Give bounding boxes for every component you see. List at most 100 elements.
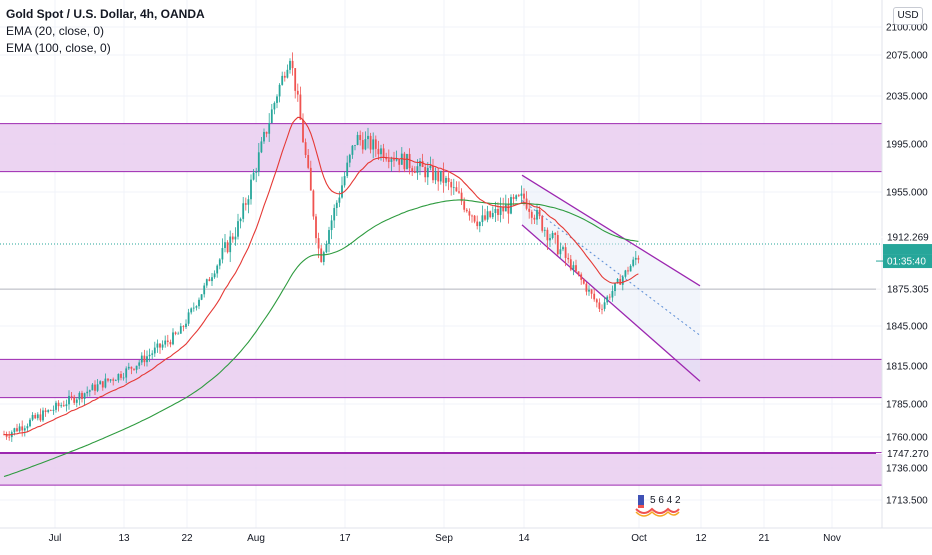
candle-body — [125, 368, 128, 378]
time-tick-label: 21 — [758, 533, 770, 544]
time-tick-label: 14 — [518, 533, 530, 544]
candle-body — [73, 396, 76, 403]
candle-body — [564, 247, 567, 258]
candle-body — [120, 373, 122, 378]
candle-body — [265, 131, 268, 134]
candle-body — [60, 405, 63, 407]
candle-body — [468, 211, 471, 216]
candle-body — [146, 356, 148, 363]
candle-body — [367, 135, 369, 140]
candle-body — [359, 134, 362, 141]
candle-body — [621, 276, 624, 285]
candle-body — [135, 365, 138, 370]
ema-100-line — [3, 199, 639, 478]
candle-body — [619, 278, 622, 285]
candle-body — [294, 68, 297, 91]
candle-body — [614, 282, 616, 292]
candle-body — [512, 197, 515, 199]
candle-body — [114, 380, 117, 382]
candle-body — [364, 139, 367, 150]
candle-body — [13, 428, 16, 433]
candle-body — [403, 153, 406, 170]
candle-body — [515, 195, 518, 199]
candle-body — [195, 306, 198, 308]
candle-body — [52, 409, 55, 411]
candle-body — [18, 426, 21, 432]
candle-body — [458, 191, 460, 193]
candle-body — [559, 249, 562, 255]
level-a-tag-bg — [883, 282, 932, 297]
candle-body — [551, 232, 554, 239]
time-tick-label: Oct — [631, 533, 647, 544]
candle-body — [169, 341, 172, 345]
candle-body — [499, 206, 502, 215]
candle-body — [268, 122, 271, 134]
candle-body — [218, 259, 221, 266]
zone-2 — [0, 452, 882, 486]
candle-body — [94, 384, 96, 391]
candle-body — [177, 333, 180, 335]
candle-body — [567, 257, 570, 260]
candle-body — [543, 229, 546, 231]
candle-body — [528, 208, 531, 212]
candle-body — [86, 391, 89, 394]
candle-body — [575, 265, 577, 272]
event-badge[interactable]: 5 6 4 2 — [633, 493, 681, 519]
candle-body — [281, 75, 284, 85]
candle-body — [244, 203, 247, 205]
current-price-tag-bg — [883, 230, 932, 245]
candle-body — [16, 428, 18, 432]
candle-body — [68, 395, 70, 405]
candle-body — [65, 404, 68, 407]
candle-body — [465, 209, 468, 212]
candle-body — [463, 201, 466, 210]
candle-body — [302, 119, 304, 143]
candle-body — [494, 209, 497, 214]
countdown-tag-bg — [883, 254, 932, 269]
candle-body — [489, 211, 492, 218]
candle-body — [541, 216, 544, 231]
candle-body — [211, 277, 213, 282]
candle-body — [205, 279, 208, 286]
candle-body — [289, 60, 291, 70]
candle-body — [156, 343, 159, 348]
candle-body — [333, 208, 336, 221]
price-tick-label: 1955.000 — [886, 188, 928, 199]
currency-button[interactable]: USD — [893, 7, 923, 25]
time-tick-label: Sep — [435, 533, 453, 544]
candle-body — [39, 414, 42, 421]
candle-body — [325, 243, 328, 253]
channel-lower — [521, 224, 701, 382]
candle-body — [127, 366, 130, 369]
current-price-marker — [883, 244, 932, 255]
candle-body — [569, 259, 572, 270]
candle-body — [637, 257, 640, 260]
candle-body — [502, 206, 505, 212]
candle-body — [424, 167, 427, 178]
candle-body — [5, 434, 8, 437]
candle-body — [185, 323, 187, 328]
candle-body — [148, 354, 151, 357]
legend-ema100[interactable]: EMA (100, close, 0) — [6, 41, 111, 55]
legend-ema20[interactable]: EMA (20, close, 0) — [6, 24, 105, 38]
candle-body — [450, 181, 453, 188]
ema-20-line — [3, 116, 639, 436]
candle-body — [91, 384, 94, 391]
candle-body — [416, 166, 419, 173]
candle-body — [83, 393, 86, 399]
candle-body — [382, 148, 385, 159]
level-a-tag: 1875.305 — [887, 285, 929, 296]
candle-body — [629, 265, 632, 272]
candle-body — [606, 296, 609, 303]
candle-body — [286, 69, 289, 78]
level-b-tag: 1747.270 — [887, 449, 929, 460]
candle-body — [299, 94, 302, 120]
candle-body — [23, 428, 26, 431]
candle-body — [130, 366, 133, 369]
candle-body — [221, 248, 224, 260]
zone-1 — [0, 359, 882, 398]
candle-body — [307, 155, 310, 168]
candle-body — [595, 299, 598, 303]
